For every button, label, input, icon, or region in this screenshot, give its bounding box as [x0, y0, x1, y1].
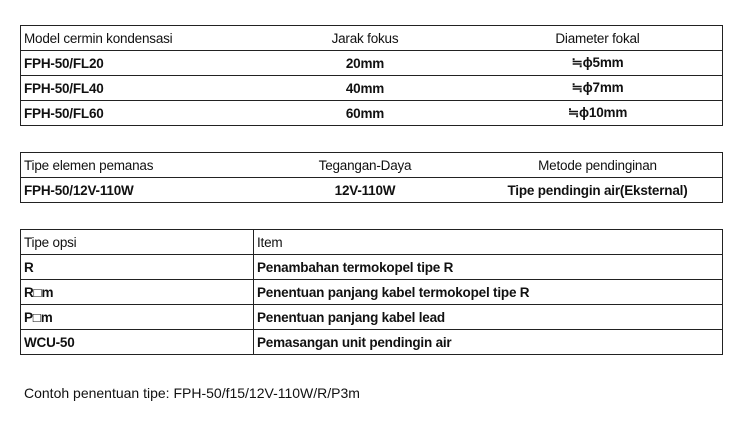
header-cell: Tegangan-Daya: [257, 152, 473, 178]
cell: FPH-50/FL40: [20, 75, 257, 101]
cell: ≒ϕ10mm: [473, 100, 723, 126]
table-header-row: Tipe opsi Item: [20, 229, 723, 255]
type-example-caption: Contoh penentuan tipe: FPH-50/f15/12V-11…: [24, 385, 360, 401]
cell: P□m: [20, 304, 254, 330]
option-table: Tipe opsi Item R Penambahan termokopel t…: [20, 229, 723, 355]
table-row: FPH-50/FL20 20mm ≒ϕ5mm: [20, 50, 723, 76]
cell: 40mm: [257, 75, 473, 101]
header-cell: Tipe opsi: [20, 229, 254, 255]
cell: R□m: [20, 279, 254, 305]
cell: Penentuan panjang kabel lead: [253, 304, 723, 330]
header-cell: Item: [253, 229, 723, 255]
cell: ≒ϕ7mm: [473, 75, 723, 101]
cell: 12V-110W: [257, 177, 473, 203]
cell: ≒ϕ5mm: [473, 50, 723, 76]
cell: FPH-50/12V-110W: [20, 177, 257, 203]
table-row: P□m Penentuan panjang kabel lead: [20, 304, 723, 330]
header-cell: Tipe elemen pemanas: [20, 152, 257, 178]
header-cell: Model cermin kondensasi: [20, 25, 257, 51]
cell: Pemasangan unit pendingin air: [253, 329, 723, 355]
header-cell: Diameter fokal: [473, 25, 723, 51]
cell: 20mm: [257, 50, 473, 76]
condenser-mirror-table: Model cermin kondensasi Jarak fokus Diam…: [20, 25, 723, 126]
cell: WCU-50: [20, 329, 254, 355]
table-row: FPH-50/FL60 60mm ≒ϕ10mm: [20, 100, 723, 126]
heater-element-table: Tipe elemen pemanas Tegangan-Daya Metode…: [20, 152, 723, 203]
header-cell: Metode pendinginan: [473, 152, 723, 178]
table-row: FPH-50/FL40 40mm ≒ϕ7mm: [20, 75, 723, 101]
cell: FPH-50/FL60: [20, 100, 257, 126]
table-header-row: Tipe elemen pemanas Tegangan-Daya Metode…: [20, 152, 723, 178]
cell: Tipe pendingin air(Eksternal): [473, 177, 723, 203]
table-row: R Penambahan termokopel tipe R: [20, 254, 723, 280]
table-header-row: Model cermin kondensasi Jarak fokus Diam…: [20, 25, 723, 51]
table-row: WCU-50 Pemasangan unit pendingin air: [20, 329, 723, 355]
cell: Penambahan termokopel tipe R: [253, 254, 723, 280]
cell: FPH-50/FL20: [20, 50, 257, 76]
table-row: R□m Penentuan panjang kabel termokopel t…: [20, 279, 723, 305]
cell: R: [20, 254, 254, 280]
header-cell: Jarak fokus: [257, 25, 473, 51]
table-row: FPH-50/12V-110W 12V-110W Tipe pendingin …: [20, 177, 723, 203]
cell: Penentuan panjang kabel termokopel tipe …: [253, 279, 723, 305]
cell: 60mm: [257, 100, 473, 126]
